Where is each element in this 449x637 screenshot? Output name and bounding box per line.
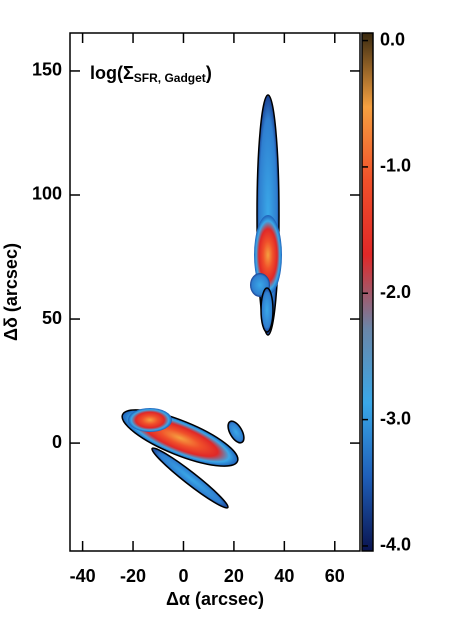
emission-regions	[121, 94, 282, 509]
colorbar-tick-label: -2.0	[380, 282, 411, 302]
colorbar-tick-label: -1.0	[380, 156, 411, 176]
chart-title: log(ΣSFR, Gadget)	[90, 63, 212, 85]
y-tick-label: 150	[32, 60, 62, 80]
colorbar-tick-label: -3.0	[380, 408, 411, 428]
x-tick-label: 20	[224, 566, 244, 586]
colorbar	[361, 32, 374, 552]
y-tick-label: 100	[32, 184, 62, 204]
x-tick-label: 40	[274, 566, 294, 586]
x-axis-label: Δα (arcsec)	[166, 589, 264, 609]
emission-region	[227, 420, 245, 444]
colorbar-tick-label: -4.0	[380, 535, 411, 555]
y-tick-label: 50	[42, 308, 62, 328]
emission-region	[151, 447, 229, 509]
plot-frame	[69, 32, 361, 552]
x-tick-label: -20	[120, 566, 146, 586]
x-tick-label: 60	[325, 566, 345, 586]
emission-core	[128, 408, 172, 432]
y-tick-label: 0	[52, 432, 62, 452]
emission-region	[260, 287, 274, 333]
y-axis-label: Δδ (arcsec)	[1, 243, 21, 341]
x-tick-label: -40	[70, 566, 96, 586]
x-tick-label: 0	[178, 566, 188, 586]
colorbar-tick-label: 0.0	[380, 29, 405, 49]
